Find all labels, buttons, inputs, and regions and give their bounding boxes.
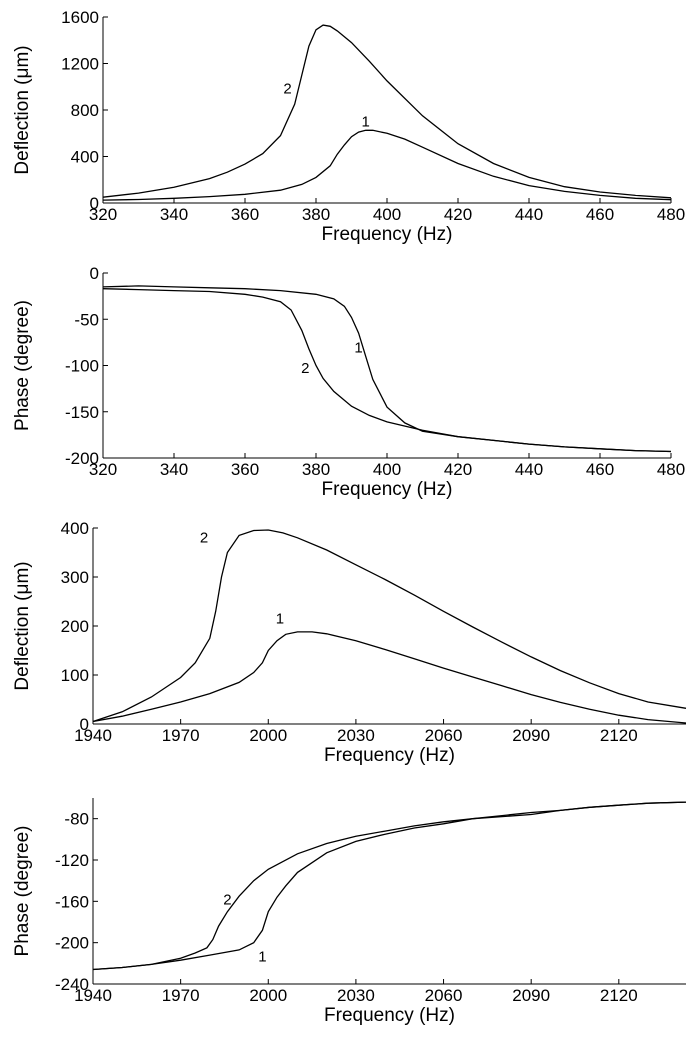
x-tick-label: 440 bbox=[515, 205, 543, 224]
y-axis-label: Deflection (μm) bbox=[12, 45, 33, 174]
chart-panel-4: 1940 1970 2000 2030 2060 2090 2120 -240 -200 -160… bbox=[12, 798, 687, 1026]
y-tick-label: -200 bbox=[55, 934, 89, 953]
series-2-label: 2 bbox=[223, 891, 231, 908]
y-tick-label: 400 bbox=[61, 519, 89, 538]
series-1-label: 1 bbox=[362, 113, 370, 130]
x-tick-label: 2000 bbox=[249, 726, 287, 745]
x-tick-label: 420 bbox=[444, 460, 472, 479]
x-tick-label: 380 bbox=[302, 205, 330, 224]
y-tick-label: 300 bbox=[61, 568, 89, 587]
y-tick-label: -100 bbox=[65, 357, 99, 376]
series-2-label: 2 bbox=[283, 81, 291, 98]
x-tick-label: 480 bbox=[657, 460, 685, 479]
y-tick-label: 1600 bbox=[61, 8, 99, 27]
series-1-label: 1 bbox=[258, 948, 266, 965]
x-tick-label: 1940 bbox=[74, 986, 112, 1005]
x-tick-label: 2090 bbox=[512, 726, 550, 745]
x-tick-label: 1970 bbox=[162, 726, 200, 745]
y-tick-label: 400 bbox=[71, 148, 99, 167]
series-2-label: 2 bbox=[301, 360, 309, 377]
x-tick-label: 400 bbox=[373, 460, 401, 479]
series-1-line bbox=[92, 631, 687, 724]
y-axis-label: Deflection (μm) bbox=[12, 561, 33, 690]
x-tick-label: 2030 bbox=[337, 986, 375, 1005]
x-tick-label: 460 bbox=[586, 460, 614, 479]
chart-panel-1: 320 340 360 380 400 420 440 460 480 0 400 800 1200 16… bbox=[12, 8, 685, 245]
y-tick-label: -200 bbox=[65, 449, 99, 468]
x-tick-label: 460 bbox=[586, 205, 614, 224]
y-tick-label: 1200 bbox=[61, 55, 99, 74]
series-2-line bbox=[92, 529, 687, 723]
y-tick-label: 100 bbox=[61, 666, 89, 685]
x-tick-label: 1940 bbox=[74, 726, 112, 745]
x-tick-label: 340 bbox=[160, 205, 188, 224]
x-axis-label: Frequency (Hz) bbox=[324, 745, 455, 766]
series-1-label: 1 bbox=[354, 340, 362, 357]
series-1-line bbox=[92, 801, 687, 971]
x-tick-label: 2090 bbox=[512, 986, 550, 1005]
series-2-line bbox=[92, 801, 687, 971]
chart-panel-2: 320 340 360 380 400 420 440 460 480 -200 -150 -100 -… bbox=[12, 264, 685, 500]
x-tick-label: 380 bbox=[302, 460, 330, 479]
x-tick-label: 2030 bbox=[337, 726, 375, 745]
x-tick-label: 2060 bbox=[425, 726, 463, 745]
y-tick-label: 0 bbox=[90, 264, 99, 283]
y-tick-label: -120 bbox=[55, 851, 89, 870]
x-tick-label: 360 bbox=[231, 460, 259, 479]
x-axis-label: Frequency (Hz) bbox=[324, 1005, 455, 1026]
x-axis-label: Frequency (Hz) bbox=[322, 479, 453, 500]
x-tick-label: 360 bbox=[231, 205, 259, 224]
series-1-line bbox=[102, 129, 672, 201]
series-2-line bbox=[102, 288, 672, 453]
x-tick-label: 440 bbox=[515, 460, 543, 479]
x-tick-label: 340 bbox=[160, 460, 188, 479]
x-tick-label: 2000 bbox=[249, 986, 287, 1005]
series-1-line bbox=[102, 285, 672, 453]
chart-panel-3: 1940 1970 2000 2030 2060 2090 2120 0 100 200 300 40… bbox=[12, 519, 687, 766]
y-tick-label: -240 bbox=[55, 975, 89, 994]
y-tick-label: -80 bbox=[64, 810, 89, 829]
x-axis-label: Frequency (Hz) bbox=[322, 224, 453, 245]
series-1-label: 1 bbox=[276, 611, 284, 628]
y-tick-label: -160 bbox=[55, 892, 89, 911]
y-axis-label: Phase (degree) bbox=[12, 300, 33, 431]
y-tick-label: 200 bbox=[61, 617, 89, 636]
x-tick-label: 420 bbox=[444, 205, 472, 224]
x-tick-label: 480 bbox=[657, 205, 685, 224]
series-2-label: 2 bbox=[200, 530, 208, 547]
x-tick-label: 320 bbox=[89, 460, 117, 479]
y-tick-label: 0 bbox=[90, 194, 99, 213]
x-tick-label: 400 bbox=[373, 205, 401, 224]
y-tick-label: -150 bbox=[65, 403, 99, 422]
series-2-line bbox=[102, 24, 672, 199]
y-tick-label: 0 bbox=[80, 715, 89, 734]
x-tick-label: 2060 bbox=[425, 986, 463, 1005]
x-tick-label: 1970 bbox=[162, 986, 200, 1005]
y-tick-label: 800 bbox=[71, 101, 99, 120]
x-tick-label: 320 bbox=[89, 205, 117, 224]
x-tick-label: 2120 bbox=[600, 726, 638, 745]
x-tick-label: 2120 bbox=[600, 986, 638, 1005]
y-tick-label: -50 bbox=[74, 310, 99, 329]
y-axis-label: Phase (degree) bbox=[12, 826, 33, 957]
